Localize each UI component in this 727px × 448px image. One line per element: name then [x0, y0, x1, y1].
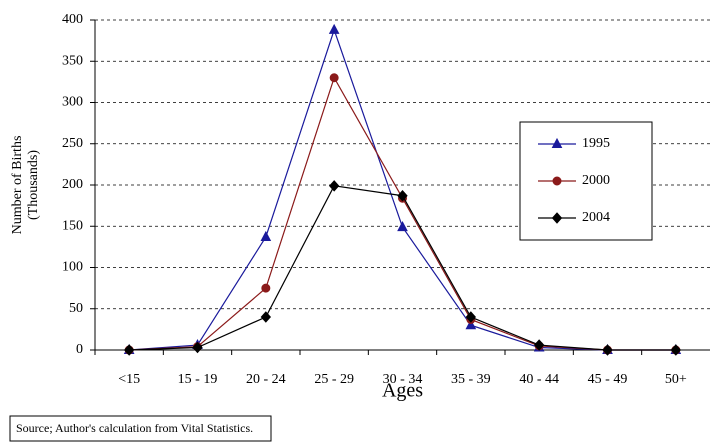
legend-label: 2000 — [582, 173, 610, 188]
marker — [465, 311, 477, 323]
legend-label: 1995 — [582, 136, 610, 151]
source-note: Source; Author's calculation from Vital … — [16, 421, 253, 435]
x-tick-label: 30 - 34 — [383, 372, 423, 387]
x-tick-label: 15 - 19 — [178, 372, 218, 387]
y-axis-label: Number of Births — [10, 136, 25, 235]
marker — [192, 341, 203, 354]
marker — [670, 344, 682, 356]
y-tick-label: 300 — [62, 95, 83, 110]
y-tick-label: 0 — [76, 342, 83, 357]
x-tick-label: 25 - 29 — [314, 372, 354, 387]
x-axis-label: Ages — [382, 380, 423, 402]
marker — [261, 283, 271, 293]
marker — [328, 23, 340, 34]
x-tick-label: 35 - 39 — [451, 372, 491, 387]
y-axis-label: (Thousands) — [26, 150, 41, 220]
x-tick-label: <15 — [118, 372, 140, 387]
y-tick-label: 250 — [62, 136, 83, 151]
marker — [329, 73, 339, 83]
marker — [602, 344, 613, 356]
y-tick-label: 50 — [69, 301, 83, 316]
marker — [533, 339, 545, 351]
marker — [260, 311, 272, 323]
marker — [552, 176, 562, 186]
marker — [328, 180, 340, 192]
legend-label: 2004 — [582, 210, 610, 225]
marker — [551, 212, 563, 224]
marker — [551, 137, 563, 148]
marker — [123, 344, 135, 356]
x-tick-label: 50+ — [665, 372, 687, 387]
y-tick-label: 100 — [62, 260, 83, 275]
y-tick-label: 150 — [62, 218, 83, 233]
x-tick-label: 20 - 24 — [246, 372, 286, 387]
x-tick-label: 45 - 49 — [588, 372, 628, 387]
y-tick-label: 200 — [62, 177, 83, 192]
marker — [260, 230, 272, 241]
y-tick-label: 400 — [62, 12, 83, 27]
marker — [397, 221, 408, 232]
y-tick-label: 350 — [62, 53, 83, 68]
x-tick-label: 40 - 44 — [519, 372, 559, 387]
marker — [397, 189, 408, 202]
source-box — [9, 415, 272, 442]
marker — [465, 319, 477, 330]
